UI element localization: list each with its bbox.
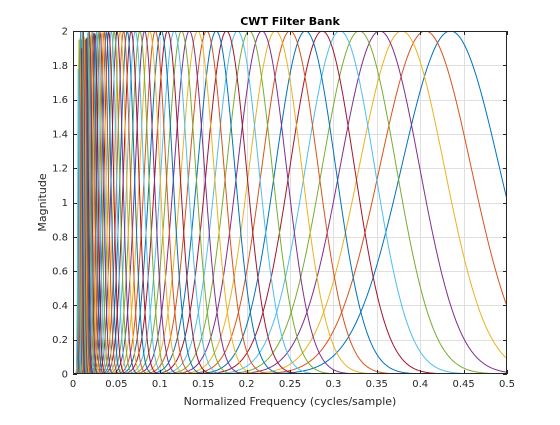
y-tick-label: 0.6 <box>52 267 68 278</box>
x-tick-label: 0.2 <box>239 379 255 390</box>
x-tick-label: 0.45 <box>452 379 474 390</box>
x-axis-label: Normalized Frequency (cycles/sample) <box>184 395 397 408</box>
y-axis-label: Magnitude <box>36 173 49 232</box>
y-tick-label: 2 <box>62 27 68 38</box>
filter-curve <box>73 31 507 374</box>
x-tick-label: 0.35 <box>366 379 388 390</box>
filter-curve <box>73 31 507 374</box>
filter-curve <box>73 31 507 374</box>
filter-curve <box>73 31 507 374</box>
filter-curve <box>73 31 507 374</box>
filter-curve <box>73 31 507 374</box>
filter-curve <box>73 31 507 374</box>
filter-curve <box>73 31 507 374</box>
filter-curve <box>73 31 507 374</box>
x-tick-label: 0.25 <box>279 379 301 390</box>
filter-curve <box>73 31 507 374</box>
x-tick-label: 0.15 <box>192 379 214 390</box>
filter-curve <box>73 31 507 374</box>
y-tick-label: 1.4 <box>52 129 68 140</box>
filter-curve <box>73 31 507 374</box>
y-tick-label: 0.2 <box>52 335 68 346</box>
filter-curve <box>73 31 507 374</box>
y-tick-label: 1.8 <box>52 61 68 72</box>
filter-curve <box>73 31 507 374</box>
y-tick-label: 1.6 <box>52 95 68 106</box>
filter-curve <box>73 31 507 374</box>
x-tick-label: 0.05 <box>105 379 127 390</box>
y-tick-label: 0.4 <box>52 301 68 312</box>
x-tick-label: 0.5 <box>499 379 515 390</box>
filter-curve <box>73 31 507 374</box>
filter-curve <box>73 31 507 374</box>
x-tick-label: 0.3 <box>325 379 341 390</box>
y-tick-label: 1.2 <box>52 164 68 175</box>
chart-title: CWT Filter Bank <box>240 15 340 28</box>
y-tick-label: 1 <box>62 198 68 209</box>
filter-curve <box>73 31 507 374</box>
x-tick-label: 0.1 <box>152 379 168 390</box>
x-tick-label: 0 <box>70 379 76 390</box>
y-tick-label: 0 <box>62 370 68 381</box>
axes: 0 0.05 0.1 0.15 0.2 0.25 0.3 0.35 0.4 0.45 0.5 0 0.2… <box>52 27 515 391</box>
x-tick-label: 0.4 <box>412 379 428 390</box>
y-tick-label: 0.8 <box>52 232 68 243</box>
